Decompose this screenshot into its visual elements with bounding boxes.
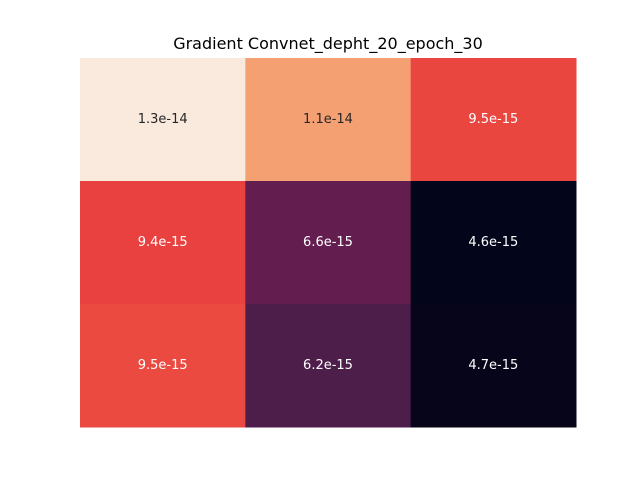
cell-value-label-r0-c1: 1.1e-14	[303, 112, 353, 127]
heatmap-cell-r2-c0	[80, 304, 246, 428]
cell-value-label-r2-c0: 9.5e-15	[138, 358, 188, 373]
heatmap-cell-r0-c2	[410, 58, 577, 182]
heatmap-cell-r2-c2	[410, 304, 577, 428]
cell-value-label-r2-c1: 6.2e-15	[303, 358, 353, 373]
heatmap-cells	[80, 58, 577, 428]
heatmap-cell-r0-c0	[80, 58, 246, 182]
cell-value-label-r0-c2: 9.5e-15	[468, 112, 518, 127]
heatmap-cell-r1-c2	[410, 181, 577, 305]
heatmap-cell-r1-c0	[80, 181, 246, 305]
heatmap-cell-r1-c1	[245, 181, 412, 305]
heatmap-cell-r0-c1	[245, 58, 412, 182]
heatmap-cell-r2-c1	[245, 304, 412, 428]
cell-value-label-r1-c1: 6.6e-15	[303, 235, 353, 250]
cell-value-label-r1-c2: 4.6e-15	[468, 235, 518, 250]
cell-value-label-r1-c0: 9.4e-15	[138, 235, 188, 250]
heatmap-cell-labels: 1.3e-14 1.1e-14 9.5e-15 9.4e-15 6.6e-15 4.6e-…	[138, 112, 519, 373]
cell-value-label-r0-c0: 1.3e-14	[138, 112, 188, 127]
cell-value-label-r2-c2: 4.7e-15	[468, 358, 518, 373]
chart-title: Gradient Convnet_depht_20_epoch_30	[173, 34, 483, 53]
